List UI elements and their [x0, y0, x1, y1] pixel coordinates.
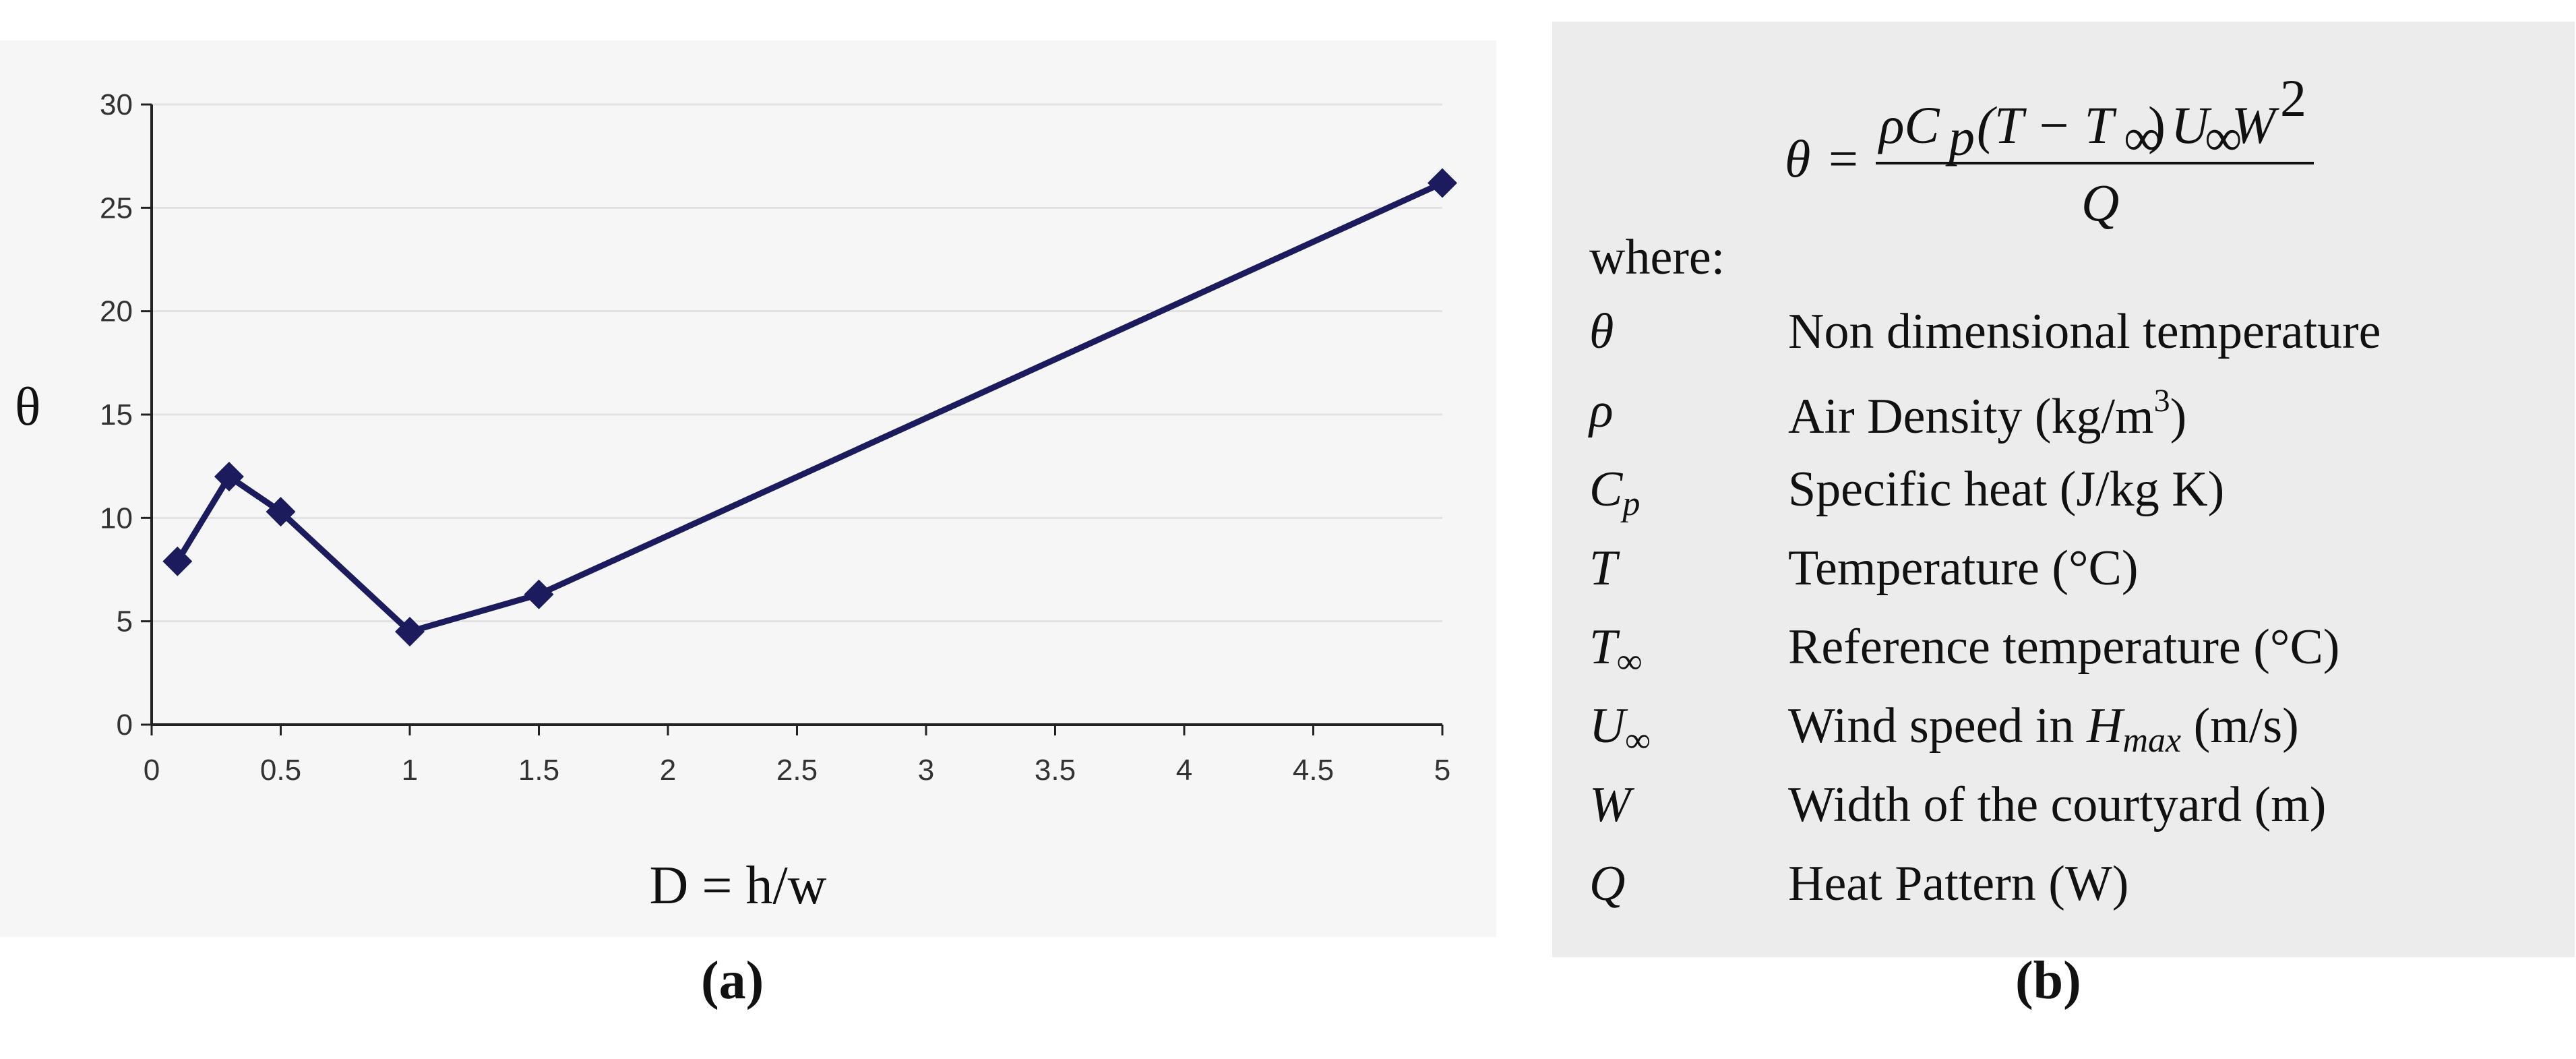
- legend-symbol: T∞: [1589, 619, 1643, 681]
- legend-description: Air Density (kg/m3): [1788, 383, 2187, 444]
- formula-sub-p: p: [1945, 108, 1975, 167]
- formula-rho-c: ρC: [1878, 96, 1940, 154]
- legend-description: Reference temperature (°C): [1788, 619, 2340, 675]
- y-tick-label: 30: [100, 88, 133, 121]
- formula-w: W: [2232, 96, 2279, 154]
- y-axis-label: θ: [15, 377, 40, 437]
- legend-symbol: U∞: [1589, 698, 1651, 760]
- legend-description: Non dimensional temperature: [1788, 304, 2381, 359]
- symbol-legend-panel: θ = ρC p (T − T ∞ ) U ∞ W 2 Q where: θ N…: [1552, 22, 2575, 957]
- line-chart: 0 5 10 15 20 25 30 0 0.5 1 1.5 2 2.5 3 3.5 4 4.5 5 θ D = …: [15, 88, 1457, 915]
- data-point-marker: [162, 546, 193, 576]
- tick-labels: 0 5 10 15 20 25 30 0 0.5 1 1.5 2 2.5 3 3.5 4 4.5 5: [100, 88, 1450, 787]
- legend-symbol: θ: [1589, 304, 1614, 359]
- data-point-marker: [266, 497, 296, 527]
- x-tick-label: 4.5: [1293, 754, 1334, 787]
- formula: θ = ρC p (T − T ∞ ) U ∞ W 2 Q: [1785, 69, 2314, 231]
- formula-denominator: Q: [2081, 173, 2119, 231]
- formula-inf-2: ∞: [2205, 108, 2242, 167]
- formula-equals: =: [1829, 129, 1858, 188]
- legend-symbol: Q: [1589, 856, 1626, 911]
- x-tick-label: 1.5: [518, 754, 559, 787]
- data-series: [162, 168, 1457, 646]
- legend-description: Heat Pattern (W): [1788, 856, 2129, 911]
- x-tick-label: 0: [144, 754, 160, 787]
- caption-b-letter: b: [2033, 951, 2064, 1010]
- x-tick-label: 2.5: [776, 754, 818, 787]
- formula-lhs: θ: [1785, 129, 1810, 188]
- legend-description: Temperature (°C): [1788, 541, 2139, 596]
- x-tick-label: 2: [660, 754, 676, 787]
- x-tick-label: 5: [1434, 754, 1450, 787]
- y-tick-label: 0: [117, 708, 133, 742]
- y-tick-label: 15: [100, 398, 133, 431]
- data-point-marker: [1428, 168, 1457, 198]
- formula-paren: (T − T: [1977, 96, 2117, 154]
- legend-symbol: ρ: [1589, 383, 1614, 438]
- formula-inf-1: ∞: [2124, 108, 2161, 167]
- legend-description: Specific heat (J/kg K): [1788, 462, 2225, 517]
- legend-symbol: T: [1589, 541, 1618, 596]
- chart-panel: 0 5 10 15 20 25 30 0 0.5 1 1.5 2 2.5 3 3.5 4 4.5 5 θ D = …: [0, 40, 1496, 937]
- x-tick-label: 3.5: [1035, 754, 1076, 787]
- caption-a-letter: a: [718, 951, 746, 1010]
- where-label: where:: [1589, 230, 1725, 285]
- data-point-marker: [395, 617, 425, 646]
- y-tick-label: 20: [100, 295, 133, 328]
- data-point-marker: [214, 462, 244, 491]
- x-tick-label: 0.5: [260, 754, 301, 787]
- series-line: [175, 180, 1444, 635]
- legend-description: Wind speed in Hmax (m/s): [1788, 698, 2299, 760]
- formula-u: U: [2171, 96, 2212, 154]
- y-tick-label: 5: [117, 605, 133, 638]
- formula-sq: 2: [2280, 69, 2306, 127]
- data-point-marker: [524, 579, 554, 609]
- legend-symbol: W: [1589, 777, 1631, 833]
- x-axis-label: D = h/w: [650, 856, 827, 915]
- y-tick-label: 10: [100, 502, 133, 535]
- formula-close-paren: ): [2148, 96, 2166, 154]
- grid-lines: [152, 103, 1442, 623]
- y-tick-label: 25: [100, 191, 133, 224]
- legend-description: Width of the courtyard (m): [1788, 777, 2327, 833]
- x-tick-label: 4: [1176, 754, 1192, 787]
- axes: [141, 103, 1444, 735]
- caption-b: (b): [2015, 951, 2081, 1010]
- legend-symbol: Cp: [1589, 462, 1640, 523]
- caption-a: (a): [701, 951, 764, 1010]
- x-tick-label: 3: [918, 754, 934, 787]
- x-tick-label: 1: [402, 754, 418, 787]
